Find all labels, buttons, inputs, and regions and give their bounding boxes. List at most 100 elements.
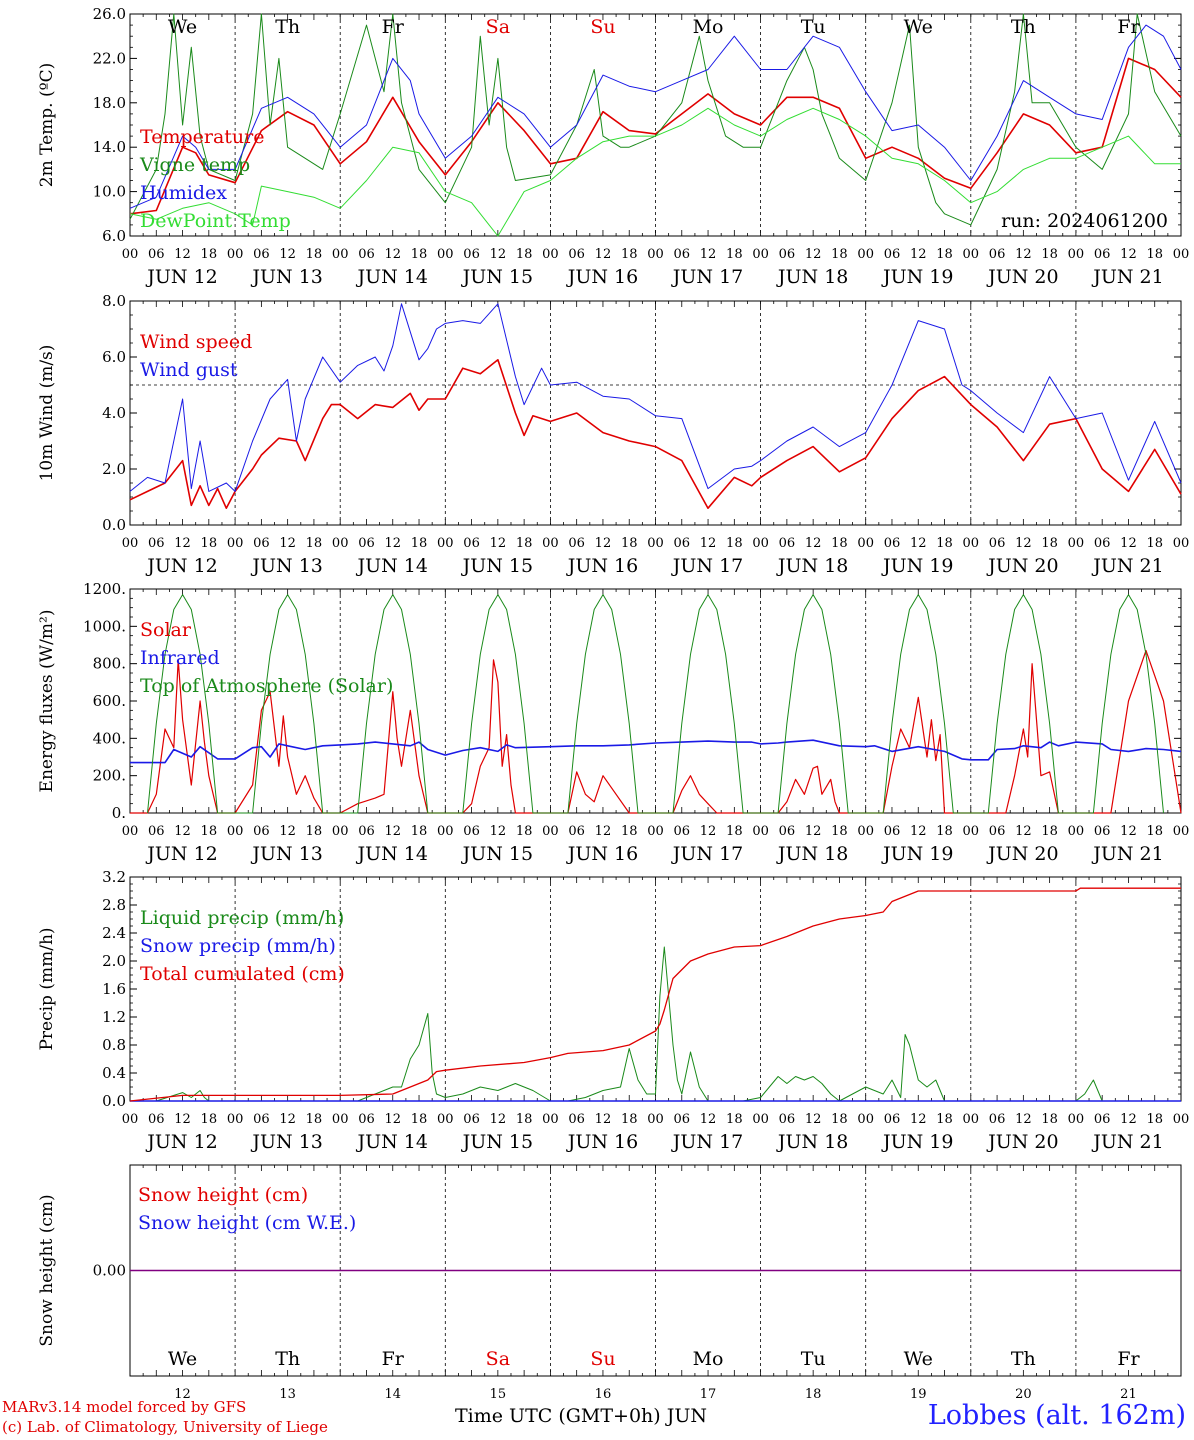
legend-entry: Wind gust <box>140 359 238 381</box>
y-tick-label: 22.0 <box>93 49 126 67</box>
panel-3: 0. 200. 400. 600. 800. 1000. 1200. Energy fluxe… <box>37 580 1189 865</box>
hour-tick-label: 12 <box>595 247 612 262</box>
hour-tick-label: 00 <box>227 1112 244 1127</box>
hour-tick-label: 00 <box>332 247 349 262</box>
day-label: JUN 14 <box>356 843 428 865</box>
hour-tick-label: 12 <box>490 247 507 262</box>
y-tick-label: 0.0 <box>102 1092 126 1110</box>
day-label: JUN 16 <box>566 555 638 577</box>
hour-tick-label: 12 <box>910 824 927 839</box>
hour-tick-label: 12 <box>1120 536 1137 551</box>
day-label: JUN 20 <box>986 555 1058 577</box>
y-tick-label: 0.8 <box>102 1036 126 1054</box>
hour-tick-label: 06 <box>463 536 480 551</box>
weekday-label: Tu <box>801 16 826 38</box>
y-axis-label: Precip (mm/h) <box>37 927 57 1050</box>
series-line <box>129 107 1181 237</box>
hour-tick-label: 12 <box>1120 824 1137 839</box>
day-label: JUN 13 <box>250 266 322 288</box>
y-axis-label: 2m Temp. (ºC) <box>37 63 57 188</box>
hour-tick-label: 00 <box>542 536 559 551</box>
hour-tick-label: 18 <box>516 247 533 262</box>
day-label: JUN 13 <box>250 843 322 865</box>
hour-tick-label: 18 <box>411 1112 428 1127</box>
day-label: JUN 14 <box>356 266 428 288</box>
hour-tick-label: 18 <box>621 824 638 839</box>
hour-tick-label: 18 <box>411 247 428 262</box>
hour-tick-label: 12 <box>279 824 296 839</box>
hour-tick-label: 00 <box>752 247 769 262</box>
hour-tick-label: 00 <box>1173 1112 1190 1127</box>
hour-tick-label: 00 <box>752 1112 769 1127</box>
day-label: JUN 16 <box>566 1131 638 1153</box>
hour-tick-label: 12 <box>1120 1112 1137 1127</box>
hour-tick-label: 06 <box>148 1112 165 1127</box>
hour-tick-label: 06 <box>1094 536 1111 551</box>
plot-frame <box>129 300 1182 526</box>
day-label: JUN 16 <box>566 843 638 865</box>
hour-tick-label: 12 <box>910 1112 927 1127</box>
y-tick-label: 1.6 <box>102 980 126 998</box>
day-label: JUN 21 <box>1091 555 1163 577</box>
hour-tick-label: 06 <box>989 824 1006 839</box>
hour-tick-label: 18 <box>621 536 638 551</box>
hour-tick-label: 18 <box>1041 247 1058 262</box>
legend-entry: Solar <box>140 619 192 641</box>
hour-tick-label: 12 <box>174 247 191 262</box>
hour-tick-label: 00 <box>647 824 664 839</box>
panel-5: 0.00 Snow height (cm) Snow height (cm) Snow… <box>37 1164 1182 1402</box>
hour-tick-label: 18 <box>936 1112 953 1127</box>
day-label: JUN 20 <box>986 1131 1058 1153</box>
day-label: JUN 13 <box>250 555 322 577</box>
hour-tick-label: 18 <box>306 824 323 839</box>
y-tick-label: 0.00 <box>93 1262 126 1280</box>
hour-tick-label: 12 <box>279 247 296 262</box>
hour-tick-label: 06 <box>568 824 585 839</box>
day-label: JUN 18 <box>776 843 848 865</box>
y-tick-label: 2.0 <box>102 460 126 478</box>
hour-tick-label: 06 <box>989 1112 1006 1127</box>
day-number-label: 21 <box>1120 1387 1137 1402</box>
hour-tick-label: 06 <box>253 824 270 839</box>
day-label: JUN 18 <box>776 266 848 288</box>
series-line <box>147 594 1164 814</box>
legend-entry: DewPoint Temp <box>140 210 291 232</box>
series-line <box>129 13 1182 226</box>
hour-tick-label: 00 <box>963 247 980 262</box>
hour-tick-label: 12 <box>700 824 717 839</box>
hour-tick-label: 18 <box>1146 1112 1163 1127</box>
hour-tick-label: 00 <box>542 824 559 839</box>
hour-tick-label: 06 <box>884 1112 901 1127</box>
hour-tick-label: 18 <box>306 1112 323 1127</box>
hour-tick-label: 18 <box>726 536 743 551</box>
hour-tick-label: 00 <box>752 536 769 551</box>
day-label: JUN 20 <box>986 266 1058 288</box>
weekday-label: Tu <box>801 1348 826 1370</box>
hour-tick-label: 12 <box>490 1112 507 1127</box>
legend-entry: Snow height (cm) <box>138 1184 308 1206</box>
weekday-label: Th <box>1011 16 1036 38</box>
hour-tick-label: 00 <box>1173 247 1190 262</box>
day-number-label: 13 <box>279 1387 296 1402</box>
weekday-label: Sa <box>486 1348 510 1370</box>
station-title: Lobbes (alt. 162m) <box>927 1400 1186 1431</box>
hour-tick-label: 12 <box>384 1112 401 1127</box>
hour-tick-label: 12 <box>595 536 612 551</box>
hour-tick-label: 00 <box>857 247 874 262</box>
legend-entry: Humidex <box>140 182 227 204</box>
weekday-label: We <box>168 1348 197 1370</box>
legend-entry: Top of Atmosphere (Solar) <box>140 675 393 697</box>
day-number-label: 14 <box>384 1387 401 1402</box>
y-tick-label: 10.0 <box>93 183 126 201</box>
weekday-label: Fr <box>382 1348 405 1370</box>
y-axis-label: Energy fluxes (W/m²) <box>37 610 57 793</box>
hour-tick-label: 06 <box>463 824 480 839</box>
y-tick-label: 1200. <box>83 580 126 598</box>
weekday-label: Th <box>275 16 300 38</box>
hour-tick-label: 00 <box>647 536 664 551</box>
hour-tick-label: 12 <box>910 247 927 262</box>
hour-tick-label: 12 <box>700 247 717 262</box>
day-label: JUN 17 <box>671 266 743 288</box>
series-line <box>129 303 1182 492</box>
hour-tick-label: 18 <box>936 247 953 262</box>
